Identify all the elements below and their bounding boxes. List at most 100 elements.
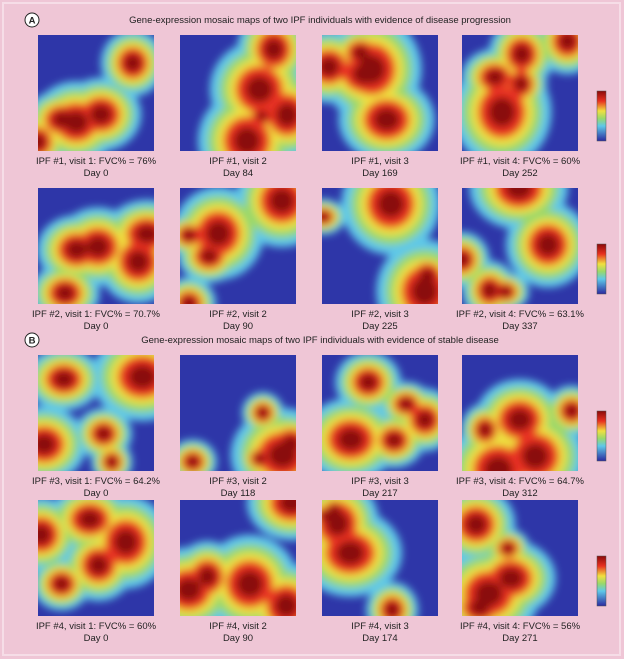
blob — [233, 126, 261, 151]
mosaic-map — [180, 35, 296, 151]
blob — [180, 577, 202, 602]
blob — [521, 443, 549, 470]
map-caption: IPF #2, visit 3 — [351, 309, 409, 320]
blob — [322, 211, 330, 222]
blob — [123, 53, 142, 73]
map-day: Day 217 — [362, 488, 397, 499]
mosaic-map — [38, 355, 154, 471]
blob — [186, 455, 200, 468]
blob — [498, 286, 512, 298]
map-day: Day 225 — [362, 321, 397, 332]
map-caption: IPF #2, visit 2 — [209, 309, 267, 320]
map-blobs — [180, 188, 296, 304]
mosaic-map — [38, 35, 154, 151]
blob — [274, 593, 296, 616]
blob — [256, 111, 269, 121]
blob — [106, 455, 118, 468]
map-caption: IPF #4, visit 3 — [351, 621, 409, 632]
blob — [482, 282, 498, 299]
blob — [135, 224, 154, 244]
mosaic-map — [38, 500, 154, 616]
blob — [64, 110, 89, 134]
blob — [279, 500, 296, 514]
map-blobs — [38, 35, 154, 151]
blob — [326, 511, 349, 536]
map-day: Day 0 — [84, 633, 109, 644]
blob — [275, 102, 296, 127]
blob — [182, 229, 196, 242]
map-caption: IPF #4, visit 4: FVC% = 56% — [460, 621, 581, 632]
map-caption: IPF #3, visit 4: FVC% = 64.7% — [456, 476, 585, 487]
map-day: Day 271 — [502, 633, 537, 644]
blob — [513, 76, 529, 92]
blob — [536, 232, 560, 257]
blob — [498, 567, 524, 589]
blob — [128, 364, 154, 390]
blob — [398, 397, 414, 411]
map-blobs — [462, 500, 556, 616]
map-day: Day 0 — [84, 488, 109, 499]
blob — [469, 599, 490, 616]
map-blobs — [38, 355, 154, 471]
blob — [507, 408, 532, 431]
mosaic-map — [38, 188, 154, 304]
blob — [419, 268, 436, 285]
map-blobs — [462, 379, 578, 471]
blob — [245, 75, 273, 103]
blob — [55, 284, 75, 302]
blob — [205, 220, 231, 247]
mosaic-map — [462, 355, 578, 471]
blob — [478, 422, 492, 438]
map-blobs — [197, 35, 296, 151]
blob — [373, 108, 400, 132]
map-day: Day 84 — [223, 168, 253, 179]
map-day: Day 169 — [362, 168, 397, 179]
colorbar — [596, 555, 607, 607]
blob — [253, 453, 266, 464]
map-day: Day 90 — [223, 633, 253, 644]
mosaic-map — [462, 188, 578, 304]
blob — [337, 427, 365, 451]
blob — [505, 188, 533, 200]
map-blobs — [322, 500, 419, 616]
blob — [38, 433, 56, 455]
blob — [65, 240, 88, 260]
blob — [502, 542, 515, 554]
blob — [483, 455, 513, 471]
blob — [78, 509, 102, 529]
blob — [38, 133, 47, 151]
panel-title: Gene-expression mosaic maps of two IPF i… — [141, 335, 498, 346]
blob — [352, 45, 369, 60]
map-caption: IPF #1, visit 4: FVC% = 60% — [460, 156, 581, 167]
blob — [53, 576, 70, 592]
map-caption: IPF #2, visit 4: FVC% = 63.1% — [456, 309, 585, 320]
blob — [359, 373, 378, 391]
blob — [488, 97, 516, 128]
blob — [411, 277, 438, 304]
mosaic-map — [322, 35, 438, 151]
map-day: Day 0 — [84, 168, 109, 179]
blob — [181, 296, 197, 304]
map-day: Day 174 — [362, 633, 397, 644]
mosaic-map — [322, 500, 438, 616]
mosaic-map — [322, 188, 438, 304]
map-day: Day 118 — [221, 488, 256, 499]
map-blobs — [38, 500, 154, 611]
panel-label: A — [29, 16, 36, 27]
mosaic-map — [180, 355, 296, 471]
blob — [86, 235, 110, 258]
map-caption: IPF #1, visit 2 — [209, 156, 267, 167]
mosaic-map — [462, 500, 578, 616]
map-caption: IPF #3, visit 2 — [209, 476, 267, 487]
map-caption: IPF #3, visit 1: FVC% = 64.2% — [32, 476, 161, 487]
blob — [127, 250, 150, 274]
blob — [377, 189, 405, 218]
blob — [269, 188, 295, 214]
blob — [512, 44, 531, 64]
map-blobs — [322, 35, 435, 151]
map-blobs — [462, 188, 578, 304]
panel-title: Gene-expression mosaic maps of two IPF i… — [129, 15, 511, 26]
map-blobs — [180, 392, 296, 471]
